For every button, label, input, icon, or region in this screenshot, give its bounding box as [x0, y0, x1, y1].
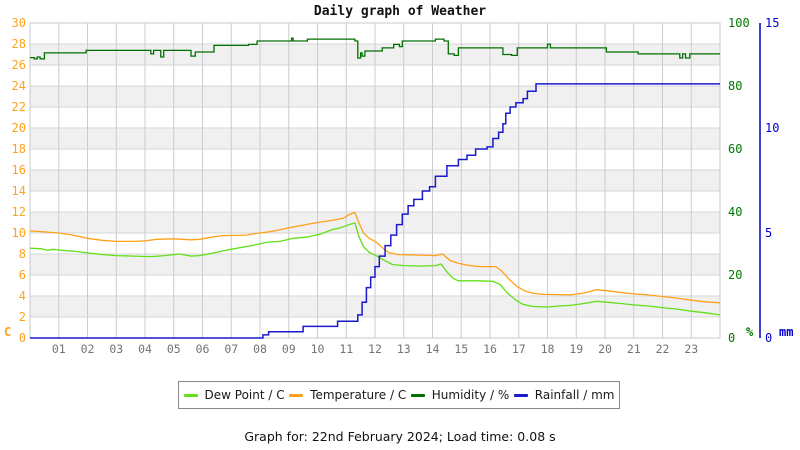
axis-tick-label: 18 — [12, 142, 26, 156]
series-line-dew — [29, 222, 721, 316]
axis-tick-label: 12 — [12, 205, 26, 219]
axis-tick-label: C — [4, 325, 11, 339]
axis-tick-label: mm — [779, 325, 793, 339]
axis-tick-label: 30 — [12, 16, 26, 30]
axis-tick-label: 17 — [512, 342, 526, 356]
temperature-swatch-icon — [289, 393, 304, 397]
legend-label-humidity: Humidity / % — [431, 388, 510, 402]
dew-point-swatch-icon — [183, 393, 198, 397]
axis-tick-label: 15 — [765, 16, 779, 30]
axis-tick-label: 40 — [728, 205, 742, 219]
axis-tick-label: 0 — [765, 331, 772, 345]
axis-tick-label: % — [746, 325, 754, 339]
axis-tick-label: 12 — [368, 342, 382, 356]
axis-tick-label: 09 — [282, 342, 296, 356]
axis-tick-label: 08 — [253, 342, 267, 356]
axis-tick-label: 21 — [627, 342, 641, 356]
legend-label-rainfall: Rainfall / mm — [534, 388, 615, 402]
axis-tick-label: 18 — [541, 342, 555, 356]
axis-tick-label: 0 — [728, 331, 735, 345]
axis-tick-label: 05 — [167, 342, 181, 356]
plot-border — [29, 22, 721, 339]
legend: Dew Point / C Temperature / C Humidity /… — [178, 381, 620, 409]
axis-tick-label: 100 — [728, 16, 750, 30]
legend-item-rainfall: Rainfall / mm — [513, 388, 615, 402]
footer-caption: Graph for: 22nd February 2024; Load time… — [244, 429, 556, 444]
axis-tick-label: 8 — [19, 247, 26, 261]
axis-tick-label: 5 — [765, 226, 772, 240]
axis-tick-label: 20 — [728, 268, 742, 282]
axis-tick-label: 6 — [19, 268, 26, 282]
chart-title: Daily graph of Weather — [313, 4, 487, 19]
axis-tick-label: 80 — [728, 79, 742, 93]
axis-tick-label: 01 — [52, 342, 66, 356]
axis-tick-label: 16 — [483, 342, 497, 356]
axis-tick-label: 07 — [224, 342, 238, 356]
axis-tick-label: 03 — [109, 342, 123, 356]
axis-tick-label: 02 — [81, 342, 95, 356]
humidity-swatch-icon — [410, 393, 425, 397]
axis-tick-label: 14 — [426, 342, 440, 356]
legend-item-temperature: Temperature / C — [289, 388, 406, 402]
axis-tick-label: 06 — [196, 342, 210, 356]
series-line-temperature — [29, 211, 721, 304]
axis-tick-label: 4 — [19, 289, 26, 303]
axis-tick-label: 24 — [12, 79, 26, 93]
axis-tick-label: 19 — [569, 342, 583, 356]
legend-item-dew-point: Dew Point / C — [183, 388, 285, 402]
axis-tick-label: 20 — [598, 342, 612, 356]
axis-tick-label: 60 — [728, 142, 742, 156]
legend-label-temperature: Temperature / C — [310, 388, 407, 402]
axis-tick-label: 11 — [339, 342, 353, 356]
rainfall-swatch-icon — [513, 393, 528, 397]
axis-tick-label: 14 — [12, 184, 26, 198]
axis-tick-label: 23 — [684, 342, 698, 356]
axis-tick-label: 0 — [19, 331, 26, 345]
axis-tick-label: 15 — [454, 342, 468, 356]
axis-tick-label: 20 — [12, 121, 26, 135]
axis-tick-label: 10 — [765, 121, 779, 135]
legend-label-dew-point: Dew Point / C — [204, 388, 285, 402]
axis-tick-label: 04 — [138, 342, 152, 356]
series-line-rainfall — [30, 83, 720, 339]
series-line-humidity — [30, 37, 720, 60]
axis-tick-label: 2 — [19, 310, 26, 324]
axis-tick-label: 22 — [656, 342, 670, 356]
axis-tick-label: 16 — [12, 163, 26, 177]
axis-tick-label: 26 — [12, 58, 26, 72]
legend-item-humidity: Humidity / % — [410, 388, 510, 402]
axis-tick-label: 28 — [12, 37, 26, 51]
axis-tick-label: 22 — [12, 100, 26, 114]
axis-tick-label: 13 — [397, 342, 411, 356]
axis-tick-label: 10 — [12, 226, 26, 240]
axis-tick-label: 10 — [311, 342, 325, 356]
